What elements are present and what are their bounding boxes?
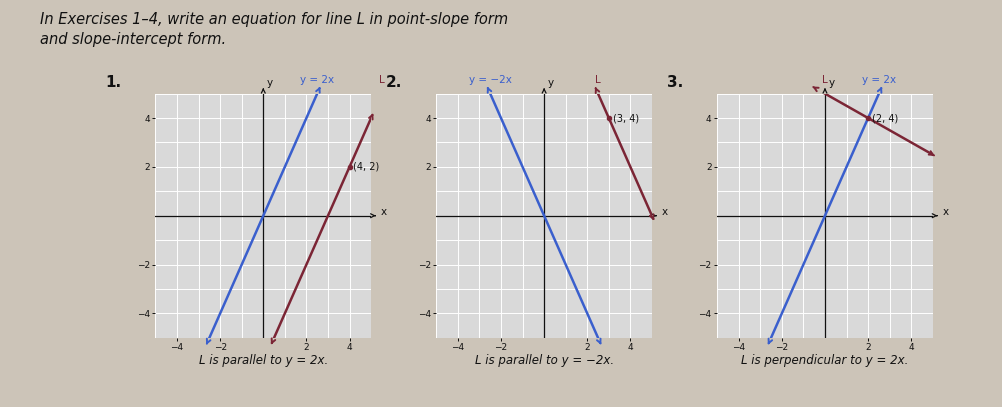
Text: y = 2x: y = 2x	[300, 75, 334, 85]
Text: y: y	[828, 77, 834, 88]
Text: (3, 4): (3, 4)	[612, 113, 638, 123]
Text: L is perpendicular to y = 2x.: L is perpendicular to y = 2x.	[740, 354, 908, 367]
Text: In Exercises 1–4, write an equation for line L in point-slope form
and slope-int: In Exercises 1–4, write an equation for …	[40, 12, 508, 47]
Text: y: y	[267, 77, 273, 88]
Text: y: y	[547, 77, 553, 88]
Text: L is parallel to y = 2x.: L is parallel to y = 2x.	[198, 354, 328, 367]
Text: 2.: 2.	[386, 74, 402, 90]
Text: y = −2x: y = −2x	[468, 75, 511, 85]
Text: x: x	[661, 207, 667, 217]
Text: L is parallel to y = −2x.: L is parallel to y = −2x.	[474, 354, 613, 367]
Text: y = 2x: y = 2x	[861, 75, 895, 85]
Text: L: L	[379, 75, 385, 85]
Text: 3.: 3.	[666, 74, 682, 90]
Text: (4, 2): (4, 2)	[353, 162, 380, 172]
Text: (2, 4): (2, 4)	[871, 113, 898, 123]
Text: L: L	[594, 75, 600, 85]
Text: L: L	[822, 75, 827, 85]
Text: 1.: 1.	[105, 74, 121, 90]
Text: x: x	[942, 207, 948, 217]
Text: x: x	[381, 207, 387, 217]
